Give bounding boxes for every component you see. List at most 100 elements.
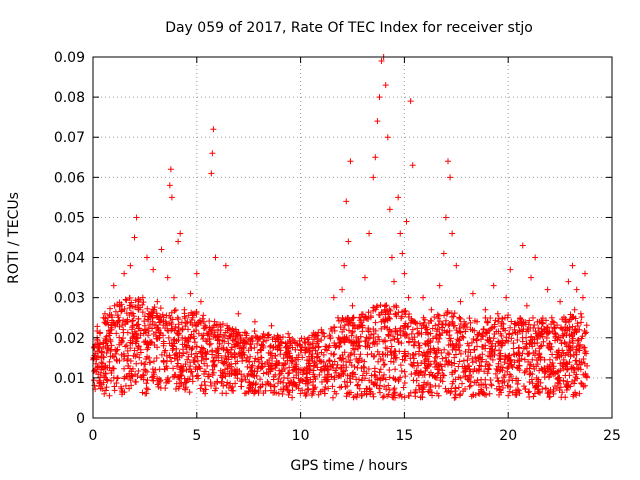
data-point bbox=[540, 338, 547, 345]
data-point bbox=[219, 359, 226, 366]
data-point bbox=[549, 351, 556, 358]
data-point bbox=[508, 361, 515, 368]
data-point bbox=[148, 339, 155, 346]
data-point bbox=[160, 314, 167, 321]
data-point bbox=[532, 328, 539, 335]
data-point bbox=[347, 372, 354, 379]
data-point bbox=[432, 333, 439, 340]
data-point bbox=[298, 344, 305, 351]
data-point bbox=[216, 341, 223, 348]
data-point bbox=[238, 378, 245, 385]
data-point bbox=[386, 367, 393, 374]
data-point bbox=[493, 366, 500, 373]
data-point bbox=[582, 270, 589, 277]
data-point bbox=[269, 365, 276, 372]
data-point bbox=[107, 330, 114, 337]
data-point bbox=[197, 385, 204, 392]
data-point bbox=[283, 349, 290, 356]
data-point bbox=[150, 377, 157, 384]
data-point bbox=[517, 318, 524, 325]
data-point bbox=[299, 377, 306, 384]
data-point bbox=[101, 364, 108, 371]
data-point bbox=[134, 335, 141, 342]
data-point bbox=[181, 341, 188, 348]
data-point bbox=[118, 308, 125, 315]
data-point bbox=[220, 360, 227, 367]
data-point bbox=[320, 330, 327, 337]
data-point bbox=[486, 390, 493, 397]
data-point bbox=[207, 340, 214, 347]
data-point bbox=[465, 353, 472, 360]
data-point bbox=[301, 389, 308, 396]
data-point bbox=[573, 346, 580, 353]
data-point bbox=[472, 354, 479, 361]
x-axis-label: GPS time / hours bbox=[290, 458, 407, 474]
data-point bbox=[571, 306, 578, 313]
data-point bbox=[164, 376, 171, 383]
data-point bbox=[189, 321, 196, 328]
data-point bbox=[390, 359, 397, 366]
data-point bbox=[412, 319, 419, 326]
data-point bbox=[124, 357, 131, 364]
data-point bbox=[442, 214, 449, 221]
x-tick-label: 15 bbox=[395, 428, 413, 444]
data-point bbox=[194, 357, 201, 364]
data-point bbox=[179, 334, 186, 341]
data-point bbox=[188, 346, 195, 353]
data-point bbox=[223, 382, 230, 389]
data-point bbox=[174, 314, 181, 321]
data-point bbox=[208, 170, 215, 177]
data-point bbox=[483, 384, 490, 391]
data-point bbox=[375, 333, 382, 340]
data-point bbox=[358, 377, 365, 384]
data-point bbox=[566, 359, 573, 366]
data-point bbox=[336, 384, 343, 391]
data-point bbox=[395, 309, 402, 316]
data-point bbox=[574, 337, 581, 344]
data-point bbox=[127, 262, 134, 269]
data-point bbox=[456, 314, 463, 321]
data-point bbox=[499, 315, 506, 322]
data-point bbox=[470, 335, 477, 342]
data-point bbox=[200, 346, 207, 353]
data-point bbox=[571, 380, 578, 387]
data-point bbox=[392, 366, 399, 373]
data-point bbox=[339, 328, 346, 335]
data-point bbox=[156, 375, 163, 382]
data-point bbox=[478, 358, 485, 365]
data-point bbox=[341, 262, 348, 269]
x-axis-ticks: 0 5 10 15 20 25 bbox=[89, 57, 621, 444]
data-point bbox=[260, 370, 267, 377]
data-point bbox=[177, 230, 184, 237]
data-point bbox=[237, 331, 244, 338]
data-point bbox=[538, 325, 545, 332]
data-point bbox=[558, 325, 565, 332]
data-point bbox=[114, 375, 121, 382]
data-point bbox=[453, 327, 460, 334]
data-point bbox=[427, 338, 434, 345]
data-point bbox=[116, 357, 123, 364]
data-point bbox=[557, 384, 564, 391]
data-point bbox=[314, 338, 321, 345]
data-point bbox=[566, 318, 573, 325]
y-tick-label: 0 bbox=[76, 411, 85, 427]
data-point bbox=[157, 305, 164, 312]
data-point bbox=[154, 324, 161, 331]
data-point bbox=[141, 318, 148, 325]
data-point bbox=[476, 366, 483, 373]
data-point bbox=[121, 306, 128, 313]
data-point bbox=[129, 322, 136, 329]
data-point bbox=[420, 294, 427, 301]
data-point bbox=[304, 385, 311, 392]
data-point bbox=[226, 371, 233, 378]
data-point bbox=[543, 334, 550, 341]
data-point bbox=[555, 374, 562, 381]
data-point bbox=[559, 362, 566, 369]
data-point bbox=[151, 341, 158, 348]
data-point bbox=[201, 378, 208, 385]
data-point bbox=[251, 344, 258, 351]
data-point bbox=[506, 388, 513, 395]
data-point bbox=[511, 326, 518, 333]
data-point bbox=[529, 380, 536, 387]
data-point bbox=[114, 374, 121, 381]
